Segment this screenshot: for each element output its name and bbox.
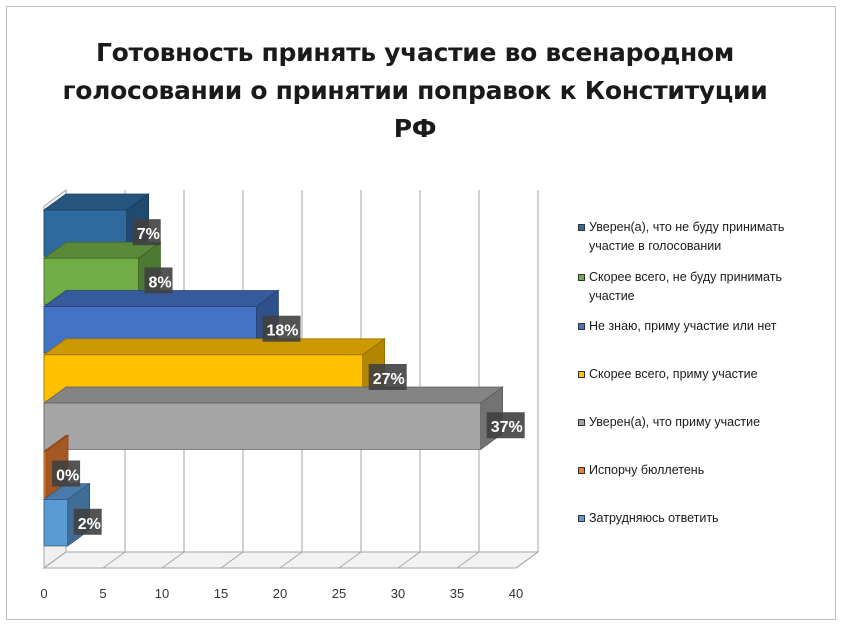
chart-frame (6, 6, 836, 620)
data-label: 18% (267, 323, 299, 340)
legend-swatch (578, 323, 585, 330)
legend-label: Уверен(а), что не буду принимать участие… (589, 220, 785, 253)
data-label: 8% (149, 274, 172, 291)
legend-swatch (578, 371, 585, 378)
gridline-floor (515, 551, 539, 569)
legend-label: Не знаю, приму участие или нет (589, 319, 777, 333)
gridline-floor (220, 551, 244, 569)
data-label: 7% (137, 226, 160, 243)
chart-title: Готовность принять участие во всенародно… (62, 38, 768, 143)
data-label-bg (262, 315, 301, 342)
data-label-bg (73, 508, 102, 535)
x-tick-label: 10 (155, 586, 169, 601)
legend-label: Уверен(а), что приму участие (589, 415, 761, 429)
data-label-bg (486, 412, 525, 439)
data-label-bg (132, 219, 161, 246)
legend-label: Скорее всего, приму участие (589, 367, 758, 381)
x-tick-label: 0 (40, 586, 47, 601)
data-label: 0% (56, 468, 79, 485)
data-label-bg (52, 460, 81, 487)
x-tick-label: 30 (391, 586, 405, 601)
bar-top (42, 386, 504, 404)
legend-swatch (578, 515, 585, 522)
data-label-bg (144, 267, 173, 294)
gridline-floor (338, 551, 362, 569)
data-label: 2% (78, 516, 101, 533)
bar-front (43, 450, 47, 499)
gridline-floor (397, 551, 421, 569)
legend-swatch (578, 224, 585, 231)
bar (42, 386, 504, 451)
legend-swatch (578, 274, 585, 281)
legend-swatch (578, 419, 585, 426)
data-label-bg (368, 363, 407, 390)
x-tick-label: 25 (332, 586, 346, 601)
bar-top (42, 338, 386, 356)
x-tick-label: 15 (214, 586, 228, 601)
data-label: 37% (491, 419, 523, 436)
x-tick-label: 35 (450, 586, 464, 601)
x-tick-label: 5 (99, 586, 106, 601)
gridline-floor (456, 551, 480, 569)
gridline-floor (161, 551, 185, 569)
legend-label: Скорее всего, не буду принимать участие (589, 270, 782, 303)
legend-label: Испорчу бюллетень (589, 463, 705, 477)
legend-label: Затрудняюсь ответить (589, 511, 719, 525)
x-tick-label: 20 (273, 586, 287, 601)
data-label: 27% (373, 371, 405, 388)
gridline-floor (279, 551, 303, 569)
gridline-floor (43, 551, 67, 569)
gridline-floor (102, 551, 126, 569)
bar-front (43, 499, 69, 547)
bar-front (43, 402, 482, 450)
legend-swatch (578, 467, 585, 474)
x-tick-label: 40 (509, 586, 523, 601)
